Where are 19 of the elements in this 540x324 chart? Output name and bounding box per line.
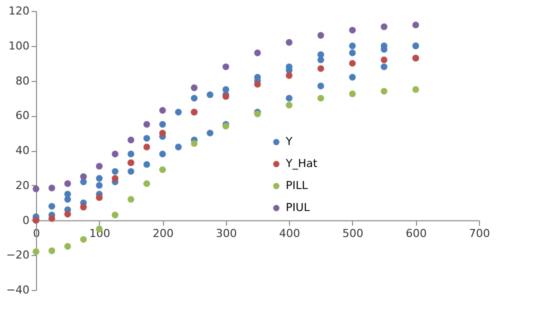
legend-label: PILL <box>286 179 309 192</box>
y-tick-label: −40 <box>6 284 30 296</box>
y-tick-label: 100 <box>8 39 30 52</box>
x-tick-label: 300 <box>216 226 237 240</box>
x-tick-label: 600 <box>406 226 427 240</box>
y-tick-label: 60 <box>16 109 30 122</box>
legend-label: PIUL <box>286 201 311 214</box>
y-tick-label: 40 <box>16 144 30 157</box>
y-tick-label: 120 <box>8 4 30 18</box>
y-tick-label: −20 <box>6 248 30 262</box>
x-tick-label: 200 <box>152 226 174 240</box>
x-tick-label: 700 <box>469 226 490 240</box>
x-tick-label: 500 <box>342 226 364 240</box>
legend-label: Y <box>284 135 293 148</box>
x-tick-label: 400 <box>279 226 300 240</box>
y-tick-label: 0 <box>22 214 30 227</box>
legend-label: Y_Hat <box>284 157 318 170</box>
y-tick-label: 80 <box>16 74 30 88</box>
y-tick-label: 20 <box>16 178 30 192</box>
